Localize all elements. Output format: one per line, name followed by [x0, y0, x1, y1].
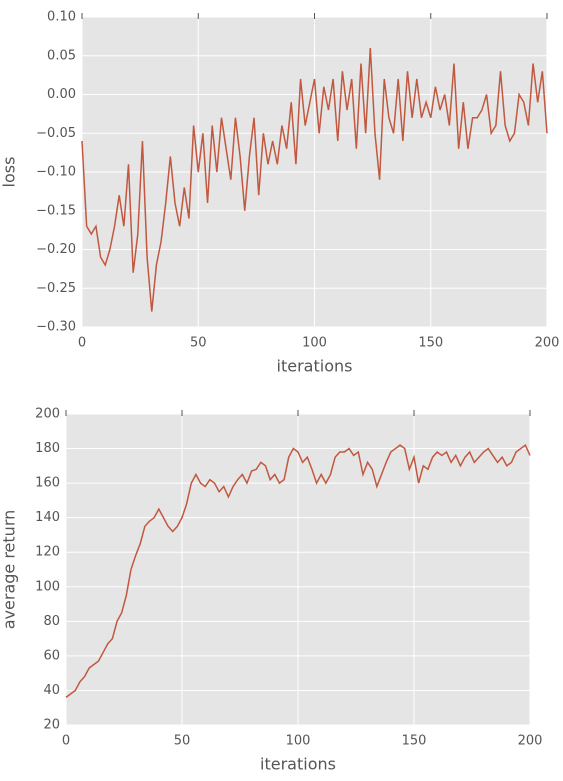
y-tick-label: −0.30 [36, 320, 76, 335]
x-tick-label: 150 [402, 734, 427, 749]
y-tick-label: −0.10 [36, 165, 76, 180]
y-tick-label: 80 [43, 614, 60, 629]
y-tick-label: 40 [43, 683, 60, 698]
x-tick-label: 100 [302, 336, 327, 351]
x-axis-label: iterations [260, 755, 336, 774]
y-axis-label: loss [0, 157, 19, 188]
x-axis-label: iterations [277, 357, 353, 376]
y-tick-label: −0.05 [36, 126, 76, 141]
x-tick-label: 150 [418, 336, 443, 351]
x-tick-label: 0 [62, 734, 70, 749]
y-axis-label: average return [0, 510, 19, 630]
y-tick-label: 20 [43, 718, 60, 733]
x-tick-label: 100 [286, 734, 311, 749]
x-tick-label: 0 [78, 336, 86, 351]
y-tick-label: 60 [43, 648, 60, 663]
line [81, 47, 548, 312]
y-tick-label: 180 [35, 441, 60, 456]
y-tick-label: −0.25 [36, 281, 76, 296]
y-tick-label: −0.15 [36, 203, 76, 218]
y-tick-label: 100 [35, 579, 60, 594]
y-tick-label: 0.00 [47, 87, 76, 102]
y-tick-label: 120 [35, 545, 60, 560]
x-tick-label: 50 [190, 336, 207, 351]
x-tick-label: 200 [535, 336, 560, 351]
y-tick-label: 200 [35, 407, 60, 422]
y-tick-label: 140 [35, 510, 60, 525]
y-tick-label: 160 [35, 476, 60, 491]
x-tick-label: 50 [174, 734, 191, 749]
y-tick-label: −0.20 [36, 242, 76, 257]
y-tick-label: 0.10 [47, 10, 76, 25]
y-tick-label: 0.05 [47, 48, 76, 63]
line [65, 443, 531, 698]
x-tick-label: 200 [518, 734, 543, 749]
